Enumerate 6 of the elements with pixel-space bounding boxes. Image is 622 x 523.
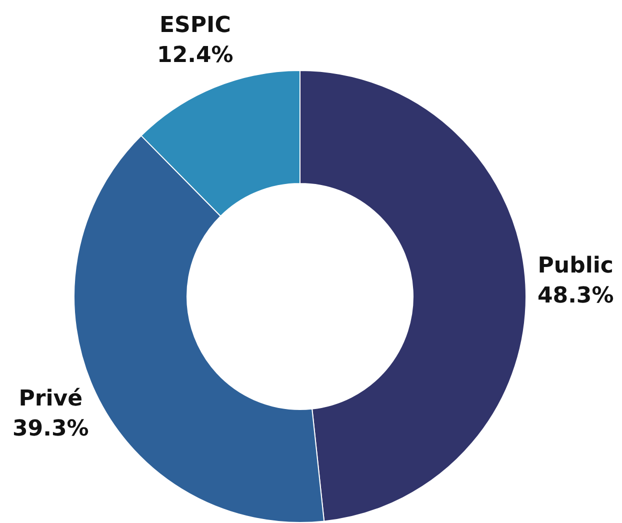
slice-label: Privé [18, 386, 83, 412]
data-label: 39.3% [12, 416, 89, 442]
data-label: 12.4% [157, 42, 234, 68]
data-label: 48.3% [537, 283, 614, 308]
slice-label: Public [538, 253, 614, 278]
slice-label: ESPIC [160, 12, 231, 38]
